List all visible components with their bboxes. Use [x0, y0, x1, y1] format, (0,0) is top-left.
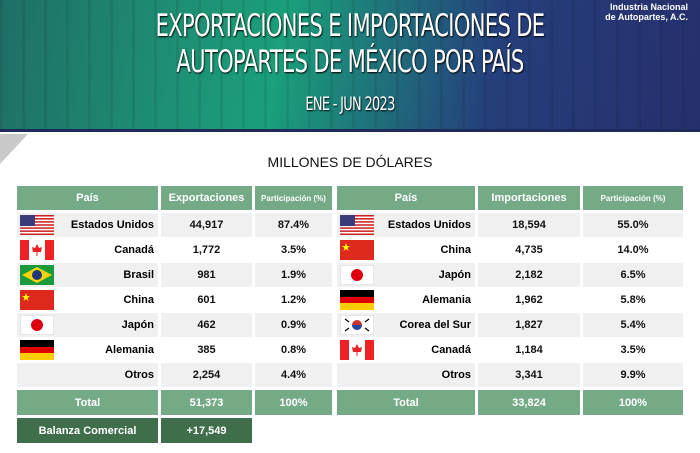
flag-jp-icon: [19, 314, 55, 336]
table-row: Otros: [17, 363, 158, 387]
value-cell: 4,735: [478, 238, 580, 262]
table-row: China: [17, 288, 158, 312]
table-row: Canadá: [17, 238, 158, 262]
exports-header-value: Exportaciones: [161, 186, 252, 210]
share-cell: 6.5%: [583, 263, 683, 287]
value-cell: 1,184: [478, 338, 580, 362]
total-share: 100%: [583, 390, 683, 415]
value-cell: 44,917: [161, 213, 252, 237]
share-cell: 5.4%: [583, 313, 683, 337]
total-label: Total: [17, 390, 158, 415]
imports-header-share: Participación (%): [583, 186, 683, 210]
share-cell: 55.0%: [583, 213, 683, 237]
country-name: Estados Unidos: [70, 219, 154, 231]
flag-us-icon: [340, 215, 374, 235]
flag-br-icon: [20, 265, 54, 285]
table-row: Brasil: [17, 263, 158, 287]
share-cell: 1.9%: [255, 263, 332, 287]
imports-header-value: Importaciones: [478, 186, 580, 210]
table-row: Japón: [337, 263, 475, 287]
table-row: China: [337, 238, 475, 262]
value-cell: 2,254: [161, 363, 252, 387]
value-cell: 2,182: [478, 263, 580, 287]
country-name: Corea del Sur: [399, 319, 471, 331]
flag-ca-icon: [20, 240, 54, 260]
imports-header-country: País: [337, 186, 475, 210]
country-name: Otros: [124, 369, 154, 381]
share-cell: 87.4%: [255, 213, 332, 237]
value-cell: 385: [161, 338, 252, 362]
table-row: Japón: [17, 313, 158, 337]
country-name: Canadá: [114, 244, 154, 256]
value-cell: 1,962: [478, 288, 580, 312]
country-name: Alemania: [422, 294, 471, 306]
exports-header-country: País: [17, 186, 158, 210]
flag-de-icon: [20, 340, 54, 360]
share-cell: 4.4%: [255, 363, 332, 387]
flag-us-icon: [20, 215, 54, 235]
total-value: 33,824: [478, 390, 580, 415]
exports-header-share: Participación (%): [255, 186, 332, 210]
header-banner: EXPORTACIONES E IMPORTACIONES DE AUTOPART…: [0, 0, 700, 132]
table-row: Corea del Sur: [337, 313, 475, 337]
table-row: Alemania: [17, 338, 158, 362]
page-title: EXPORTACIONES E IMPORTACIONES DE AUTOPART…: [155, 8, 545, 80]
flag-cn-icon: [20, 290, 54, 310]
flag-de-icon: [340, 290, 374, 310]
org-logo: Industria Nacional de Autopartes, A.C.: [605, 2, 688, 22]
value-cell: 981: [161, 263, 252, 287]
share-cell: 0.9%: [255, 313, 332, 337]
table-row: Alemania: [337, 288, 475, 312]
country-name: China: [440, 244, 471, 256]
country-name: China: [123, 294, 154, 306]
share-cell: 3.5%: [255, 238, 332, 262]
country-name: Canadá: [431, 344, 471, 356]
flag-jp-icon: [339, 264, 375, 286]
decorative-triangle: [0, 134, 28, 164]
share-cell: 1.2%: [255, 288, 332, 312]
country-name: Otros: [441, 369, 471, 381]
period: ENE - JUN 2023: [305, 93, 395, 115]
balance-label: Balanza Comercial: [17, 418, 158, 443]
flag-cn-icon: [340, 240, 374, 260]
flag-ca-icon: [340, 340, 374, 360]
value-cell: 1,772: [161, 238, 252, 262]
total-share: 100%: [255, 390, 332, 415]
table-row: Estados Unidos: [17, 213, 158, 237]
units-subtitle: MILLONES DE DÓLARES: [267, 154, 433, 170]
table-row: Otros: [337, 363, 475, 387]
country-name: Brasil: [123, 269, 154, 281]
share-cell: 14.0%: [583, 238, 683, 262]
table-row: Estados Unidos: [337, 213, 475, 237]
table-row: Canadá: [337, 338, 475, 362]
value-cell: 18,594: [478, 213, 580, 237]
value-cell: 3,341: [478, 363, 580, 387]
share-cell: 0.8%: [255, 338, 332, 362]
country-name: Alemania: [105, 344, 154, 356]
total-value: 51,373: [161, 390, 252, 415]
share-cell: 9.9%: [583, 363, 683, 387]
share-cell: 3.5%: [583, 338, 683, 362]
flag-kr-icon: [339, 314, 375, 336]
share-cell: 5.8%: [583, 288, 683, 312]
value-cell: 462: [161, 313, 252, 337]
total-label: Total: [337, 390, 475, 415]
balance-value: +17,549: [161, 418, 252, 443]
value-cell: 601: [161, 288, 252, 312]
country-name: Japón: [121, 319, 154, 331]
value-cell: 1,827: [478, 313, 580, 337]
country-name: Estados Unidos: [387, 219, 471, 231]
country-name: Japón: [438, 269, 471, 281]
